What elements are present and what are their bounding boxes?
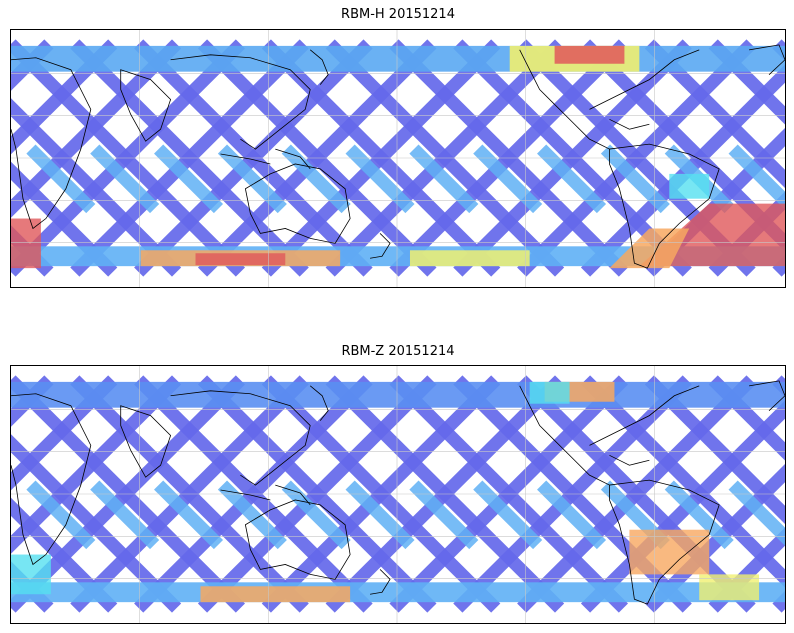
swath-track — [11, 161, 118, 277]
coastline-gulf — [609, 118, 650, 130]
graticule — [11, 366, 785, 623]
swath-track — [154, 480, 224, 550]
swath-track — [409, 480, 479, 550]
map-panel-rbm-z[interactable] — [10, 365, 786, 624]
hotspot-region — [11, 554, 51, 595]
coastline-layer — [11, 44, 785, 269]
swath-track — [537, 480, 607, 550]
swath-track — [26, 480, 96, 550]
coastline-layer — [11, 380, 785, 605]
coastline-greenland — [749, 380, 785, 411]
coastline-north-america — [589, 49, 700, 110]
hotspot-region — [699, 574, 760, 601]
coastline-new-zealand — [370, 233, 391, 259]
coastline-asia — [170, 390, 311, 486]
coastline-australia — [244, 163, 351, 244]
panel-title-rbm-h: RBM-H 20151214 — [341, 7, 455, 22]
swath-track — [728, 144, 785, 210]
coastline-north-america — [519, 385, 610, 486]
coastline-india — [120, 69, 172, 142]
coastline-south-america — [609, 479, 720, 605]
swath-track — [281, 144, 351, 214]
coastline-indonesia — [275, 484, 311, 506]
swath-map-rbm-z — [11, 366, 785, 623]
swath-track — [728, 480, 785, 546]
hotspot-region — [554, 45, 625, 64]
coastline-south-america — [609, 143, 720, 269]
swath-track — [664, 480, 734, 550]
graticule — [11, 30, 785, 287]
coastline-asia — [170, 54, 311, 150]
hotspot-region — [200, 586, 351, 603]
coastline-north-america — [519, 49, 610, 150]
coastline-gulf — [609, 454, 650, 466]
swath-track — [11, 39, 118, 155]
coastline-new-zealand — [370, 569, 391, 595]
coastline-japan — [309, 385, 329, 421]
swath-track — [345, 480, 415, 550]
coastline-greenland — [749, 44, 785, 75]
coastline-africa — [11, 393, 92, 566]
coastline-africa — [11, 57, 92, 230]
swath-track — [11, 375, 118, 491]
swath-track — [537, 144, 607, 214]
swath-track — [154, 144, 224, 214]
swath-track — [708, 375, 785, 461]
hotspot-layer — [11, 381, 760, 603]
swath-track — [90, 480, 160, 550]
swath-track — [708, 39, 785, 125]
coastline-japan — [309, 49, 329, 85]
polar-band-north — [11, 45, 785, 72]
coastline-indonesia — [220, 489, 271, 501]
hotspot-region — [609, 228, 690, 269]
swath-track — [473, 144, 543, 214]
swath-track — [473, 480, 543, 550]
hotspot-region — [11, 218, 41, 269]
hotspot-layer — [11, 45, 785, 269]
swath-track — [600, 144, 670, 214]
coastline-indonesia — [275, 148, 311, 170]
hotspot-region — [409, 250, 530, 267]
swath-track — [409, 144, 479, 214]
swath-track — [281, 480, 351, 550]
coastline-north-america — [589, 385, 700, 446]
swath-track — [345, 144, 415, 214]
panel-title-rbm-z: RBM-Z 20151214 — [341, 344, 455, 359]
polar-band-south — [11, 582, 785, 603]
map-panel-rbm-h[interactable] — [10, 29, 786, 288]
coastline-australia — [244, 499, 351, 580]
swath-track — [217, 144, 287, 214]
swath-map-rbm-h — [11, 30, 785, 287]
swath-track — [708, 527, 785, 613]
coastline-indonesia — [220, 153, 271, 165]
swath-track — [217, 480, 287, 550]
hotspot-region — [529, 381, 570, 404]
hotspot-region — [669, 173, 710, 199]
swath-track — [90, 144, 160, 214]
polar-band-north — [11, 381, 785, 408]
swath-track — [11, 497, 118, 613]
hotspot-region — [629, 529, 710, 575]
hotspot-region — [195, 253, 286, 266]
coastline-india — [120, 405, 172, 478]
swath-track — [26, 144, 96, 214]
